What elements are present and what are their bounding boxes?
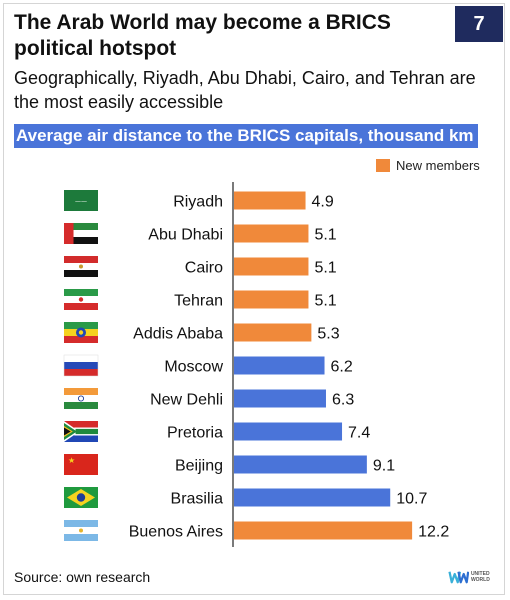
value-label: 7.4: [348, 425, 370, 442]
bar: [234, 455, 367, 474]
svg-text:——: ——: [75, 199, 87, 206]
value-label: 5.1: [314, 260, 336, 277]
united-world-logo: UNITED WORLD: [448, 566, 500, 588]
saudi-arabia-flag-icon: ——: [64, 190, 98, 211]
category-label: Tehran: [174, 293, 223, 310]
china-flag-icon: ★: [64, 454, 98, 475]
south-africa-flag-icon: [64, 421, 98, 442]
ethiopia-flag-icon: [64, 322, 98, 343]
bar: [234, 323, 312, 342]
page-number-badge: 7: [455, 6, 503, 42]
category-label: Moscow: [164, 359, 223, 376]
category-label: Pretoria: [167, 425, 223, 442]
category-label: Buenos Aires: [129, 524, 223, 541]
legend-swatch-new-members: [376, 158, 390, 172]
value-label: 5.3: [317, 326, 339, 343]
slide-frame: [3, 3, 505, 595]
bar: [234, 488, 391, 507]
iran-flag-icon: [64, 289, 98, 310]
uae-flag-icon: [64, 223, 98, 244]
bar: [234, 224, 309, 243]
india-flag-icon: [64, 388, 98, 409]
source-note: Source: own research: [14, 569, 151, 585]
bar: [234, 422, 343, 441]
category-label: Beijing: [175, 458, 223, 475]
page-subtitle: Geographically, Riyadh, Abu Dhabi, Cairo…: [14, 68, 476, 112]
bar: [234, 389, 326, 408]
argentina-flag-icon: [64, 520, 98, 541]
value-label: 9.1: [373, 458, 395, 475]
bar: [234, 356, 325, 375]
chart-title: Average air distance to the BRICS capita…: [14, 124, 478, 148]
category-label: Riyadh: [173, 194, 223, 211]
value-label: 4.9: [312, 194, 334, 211]
category-label: Brasilia: [171, 491, 224, 508]
bar: [234, 521, 413, 540]
legend-label-new-members: New members: [396, 157, 480, 173]
category-label: Cairo: [185, 260, 223, 277]
category-label: New Dehli: [150, 392, 223, 409]
svg-text:★: ★: [68, 456, 75, 465]
egypt-flag-icon: [64, 256, 98, 277]
value-label: 10.7: [396, 491, 427, 508]
value-label: 5.1: [314, 227, 336, 244]
logo-text: UNITED WORLD: [470, 571, 490, 583]
page-title: The Arab World may become a BRICS politi…: [14, 11, 391, 60]
brazil-flag-icon: [64, 487, 98, 508]
bar: [234, 290, 309, 309]
united-world-logo-icon: [448, 571, 469, 584]
bar: [234, 257, 309, 276]
category-label: Abu Dhabi: [148, 227, 223, 244]
category-label: Addis Ababa: [133, 326, 223, 343]
value-label: 6.2: [331, 359, 353, 376]
chart-legend: New members: [376, 156, 480, 174]
value-label: 6.3: [332, 392, 354, 409]
russia-flag-icon: [63, 354, 99, 377]
value-label: 5.1: [314, 293, 336, 310]
value-label: 12.2: [418, 524, 449, 541]
bar: [234, 191, 306, 210]
